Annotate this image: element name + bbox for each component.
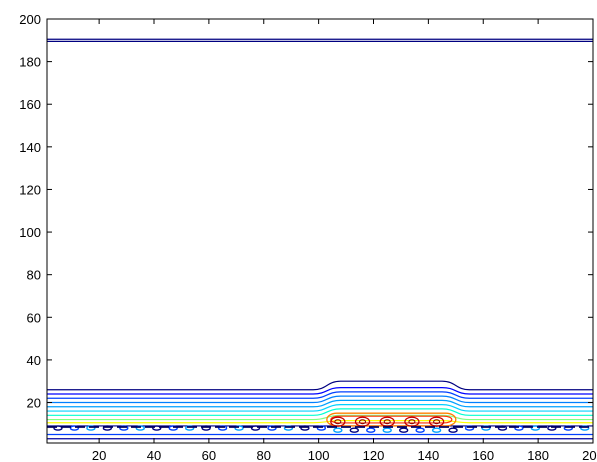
bottom-contour-loop-15 — [300, 425, 310, 431]
bottom-contour-loop-17 — [333, 427, 343, 433]
contour-level-9 — [47, 414, 593, 421]
contour-level-8 — [47, 408, 593, 416]
y-tick-label-8: 180 — [19, 55, 41, 70]
bottom-contour-loop-14 — [283, 425, 294, 431]
contour-level-3 — [47, 387, 593, 395]
x-tick-label-1: 40 — [147, 448, 161, 462]
y-tick-label-0: 20 — [27, 396, 41, 411]
bottom-contour-loop-28 — [514, 425, 524, 431]
x-tick-label-7: 160 — [472, 448, 494, 462]
contour-level-7 — [47, 404, 593, 412]
bottom-contour-loop-31 — [563, 425, 574, 431]
y-tick-label-4: 100 — [19, 225, 41, 240]
bottom-contour-loop-3 — [102, 425, 113, 431]
contour-level-5 — [47, 395, 593, 404]
x-tick-label-5: 120 — [363, 448, 385, 462]
bottom-contour-loop-18 — [349, 427, 359, 433]
x-tick-label-8: 180 — [527, 448, 549, 462]
bottom-contour-loop-26 — [481, 425, 491, 431]
bottom-contour-loop-19 — [366, 427, 376, 433]
contour-level-6 — [47, 399, 593, 408]
bottom-contour-loop-25 — [464, 425, 475, 431]
bottom-contour-loop-6 — [152, 425, 162, 431]
peak-core-4 — [433, 419, 441, 425]
bottom-contour-loop-20 — [382, 427, 392, 433]
bottom-contour-loop-23 — [431, 427, 442, 433]
bottom-contour-loop-16 — [316, 425, 327, 431]
contour-level-2 — [47, 380, 593, 391]
x-tick-label-3: 80 — [257, 448, 271, 462]
bottom-contour-loop-8 — [184, 425, 195, 431]
y-tick-label-2: 60 — [27, 310, 41, 325]
peak-core-1 — [359, 419, 367, 425]
peak-core-3 — [408, 419, 416, 425]
y-tick-label-9: 200 — [19, 12, 41, 27]
x-tick-label-0: 20 — [92, 448, 106, 462]
bottom-contour-loop-21 — [398, 427, 409, 433]
bottom-contour-loop-7 — [168, 425, 178, 431]
y-tick-label-1: 40 — [27, 353, 41, 368]
y-tick-label-5: 120 — [19, 182, 41, 197]
bottom-contour-loop-5 — [135, 425, 145, 431]
bottom-contour-loop-29 — [530, 425, 541, 431]
bottom-contour-loop-12 — [250, 425, 261, 431]
x-tick-label-9: 200 — [582, 448, 597, 462]
y-tick-label-6: 140 — [19, 140, 41, 155]
bottom-contour-loop-4 — [119, 425, 129, 431]
bottom-contour-loop-0 — [53, 425, 63, 431]
bottom-contour-loop-2 — [86, 425, 96, 431]
x-tick-label-4: 100 — [308, 448, 330, 462]
tick-labels: 20 40 60 80 100 120 140 160 180 200 20 40 60 80 100 120… — [19, 12, 597, 462]
plot-background — [47, 19, 593, 443]
bottom-contour-loop-11 — [234, 425, 244, 431]
bottom-contour-loop-1 — [69, 425, 80, 431]
contour-lines — [47, 38, 593, 440]
plot-frame — [46, 18, 594, 444]
contour-level-10 — [47, 420, 593, 424]
bottom-contour-loop-9 — [201, 425, 211, 431]
bottom-contour-loop-24 — [448, 427, 458, 433]
peak-contour-0 — [330, 416, 346, 427]
x-tick-label-2: 60 — [202, 448, 216, 462]
peak-core-0 — [334, 419, 342, 425]
y-tick-label-3: 80 — [27, 268, 41, 283]
peak-core-2 — [383, 419, 391, 425]
bottom-contour-loop-30 — [547, 425, 557, 431]
bottom-contour-loop-22 — [415, 427, 425, 433]
x-tick-label-6: 140 — [418, 448, 440, 462]
bottom-contour-loop-13 — [267, 425, 277, 431]
y-tick-label-7: 160 — [19, 97, 41, 112]
contour-level-4 — [47, 391, 593, 399]
bottom-contour-loop-27 — [497, 425, 508, 431]
bottom-contour-loop-32 — [580, 425, 590, 431]
bottom-contour-loop-10 — [217, 425, 228, 431]
peak-contour-4 — [428, 416, 445, 427]
